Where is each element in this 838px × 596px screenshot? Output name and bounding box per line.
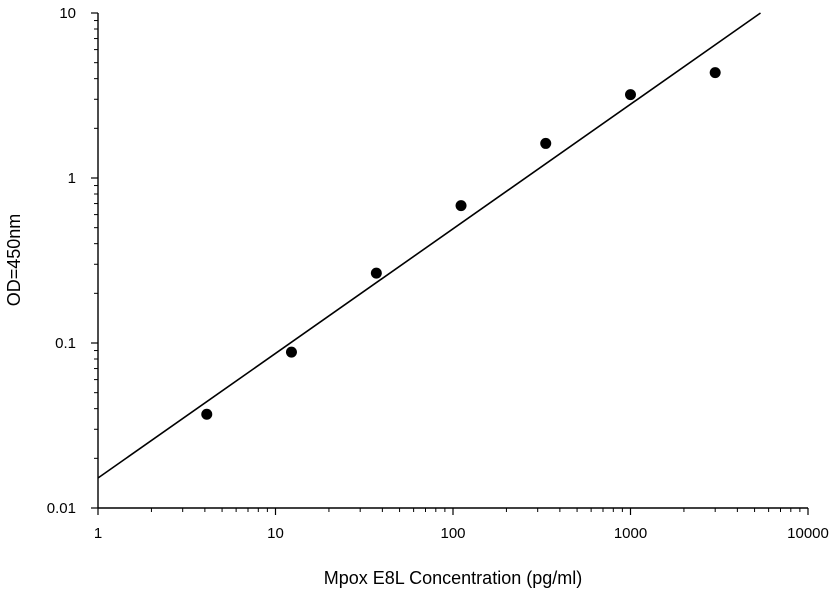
y-tick-label: 1 xyxy=(68,170,76,187)
data-point xyxy=(285,346,297,358)
y-tick-label: 0.01 xyxy=(47,500,76,517)
x-tick-label: 10 xyxy=(267,525,284,542)
y-ticks: 0.01 0.1 1 10 xyxy=(47,5,98,517)
data-point xyxy=(709,67,721,79)
y-tick-label: 0.1 xyxy=(55,335,76,352)
fit-line-group xyxy=(97,12,761,479)
fit-line xyxy=(97,12,761,479)
data-point xyxy=(201,408,213,420)
x-tick-label: 1 xyxy=(94,525,102,542)
x-axis-title: Mpox E8L Concentration (pg/ml) xyxy=(324,568,582,588)
data-point xyxy=(370,267,382,279)
y-tick-label: 10 xyxy=(59,5,76,22)
data-points xyxy=(201,67,721,420)
x-tick-label: 100 xyxy=(440,525,465,542)
y-axis-title: OD=450nm xyxy=(4,214,24,307)
axes xyxy=(97,13,808,509)
x-tick-label: 10000 xyxy=(787,525,829,542)
data-point xyxy=(455,200,467,212)
data-point xyxy=(625,89,636,101)
data-point xyxy=(540,137,552,149)
x-tick-label: 1000 xyxy=(614,525,647,542)
x-ticks: 1 10 100 1000 10000 xyxy=(94,508,829,542)
